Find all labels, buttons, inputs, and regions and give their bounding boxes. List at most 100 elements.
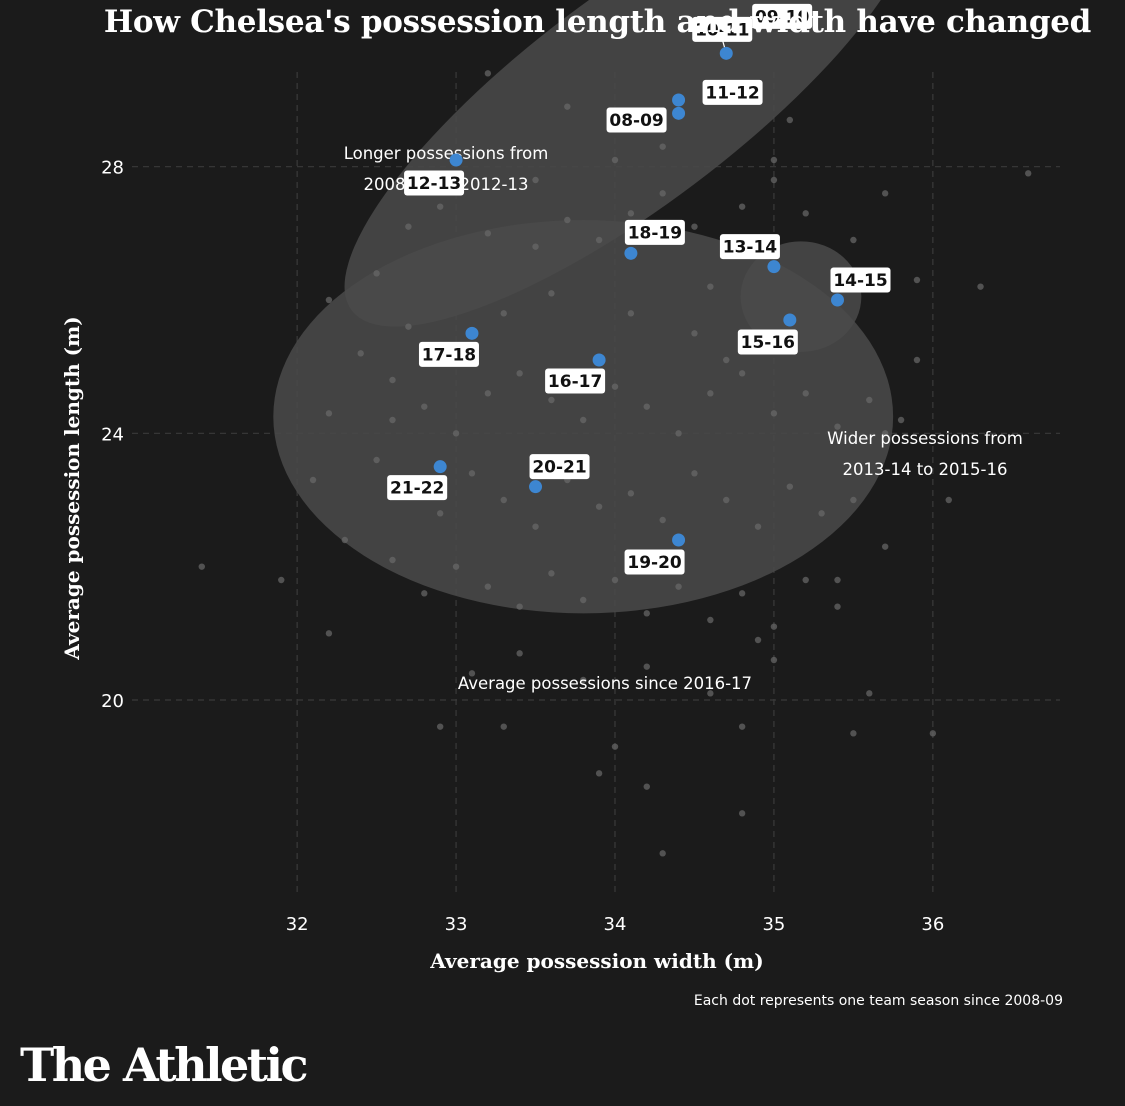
average-possessions-region: [273, 219, 894, 614]
team-season-dot: [643, 403, 650, 410]
annotation-text: Wider possessions from: [827, 429, 1023, 448]
team-season-dot: [707, 390, 714, 397]
team-season-dot: [389, 416, 396, 424]
season-label: 11-12: [705, 83, 759, 103]
team-season-dot: [691, 470, 698, 477]
team-season-dot: [738, 810, 746, 817]
season-label-box: [692, 16, 753, 42]
team-season-dot: [548, 290, 555, 297]
team-season-dot: [659, 516, 666, 524]
team-season-dot: [770, 656, 778, 664]
team-season-dot: [850, 496, 857, 504]
team-season-dot: [389, 376, 396, 384]
team-season-dot: [707, 283, 714, 290]
chelsea-season-dot: [719, 46, 733, 60]
season-label-box: [737, 329, 798, 355]
chelsea-season-dot: [783, 313, 797, 327]
chelsea-season-dot: [433, 460, 447, 474]
team-season-dot: [802, 576, 809, 584]
y-tick-label: 24: [101, 424, 124, 445]
season-label-box: [545, 368, 606, 394]
team-season-dot: [675, 583, 682, 590]
team-season-dot: [770, 623, 778, 630]
season-label-box: [830, 267, 891, 293]
chelsea-season-dot: [449, 153, 463, 167]
team-season-dot: [738, 723, 746, 730]
team-season-dot: [500, 496, 507, 504]
region-ellipses: [273, 0, 918, 614]
team-season-dot: [770, 156, 778, 164]
team-season-dot: [532, 176, 539, 184]
season-label-box: [418, 341, 479, 367]
team-season-dot: [436, 203, 444, 210]
team-season-dot: [484, 230, 492, 237]
team-season-dot: [532, 523, 539, 530]
team-season-dot: [691, 223, 698, 230]
chelsea-season-dot: [624, 246, 638, 260]
team-season-dot: [357, 350, 364, 357]
season-label-box: [719, 234, 780, 260]
team-season-dot: [802, 210, 809, 217]
annotation-text: 2013-14 to 2015-16: [843, 460, 1008, 479]
team-season-dot: [484, 583, 492, 590]
team-season-dot: [659, 190, 666, 197]
team-season-dot: [516, 650, 523, 657]
chelsea-season-dot: [831, 293, 844, 307]
season-label: 09-10: [755, 7, 810, 27]
x-tick-label: 34: [604, 914, 627, 935]
team-season-dot: [468, 670, 476, 677]
team-season-dot: [818, 510, 825, 517]
team-season-dot: [325, 410, 333, 417]
chelsea-season-dots: 08-09 09-10 10-11 11-12 12-13 13-14 14-15 15-16…: [387, 3, 891, 575]
team-season-dot: [945, 496, 952, 504]
team-season-dot: [929, 730, 937, 737]
team-season-dot: [834, 603, 841, 610]
team-season-dot: [373, 456, 380, 464]
team-season-dot: [866, 690, 873, 697]
team-season-dot: [484, 70, 492, 77]
team-season-dot: [770, 410, 778, 417]
team-season-dot: [436, 723, 444, 730]
season-label-box: [752, 3, 813, 29]
team-season-dot: [881, 543, 889, 550]
team-season-dot: [484, 390, 492, 397]
season-label-box: [529, 454, 590, 480]
team-season-dot: [421, 403, 428, 410]
team-season-dot: [468, 470, 476, 477]
season-label-box: [404, 170, 465, 196]
axis-ticks: 32 33 34 35 36 20 24 28: [101, 158, 944, 935]
season-label: 13-14: [723, 238, 778, 258]
team-season-dot: [611, 156, 619, 164]
team-season-dot: [659, 850, 666, 857]
chelsea-season-dot: [465, 326, 479, 340]
team-season-dot: [723, 496, 730, 504]
team-season-dot: [786, 483, 794, 490]
season-label-box: [387, 475, 448, 501]
team-season-dot: [723, 356, 730, 364]
team-season-dot: [500, 723, 507, 730]
chelsea-season-dot: [672, 533, 686, 547]
team-season-dot: [897, 416, 905, 424]
team-season-dot: [325, 630, 333, 637]
team-season-dot: [436, 510, 444, 517]
team-season-dot: [738, 590, 746, 597]
x-axis-title: Average possession width (m): [429, 949, 763, 973]
team-season-dot: [913, 276, 921, 284]
team-season-dot: [643, 610, 650, 617]
team-season-dot: [881, 190, 889, 197]
x-tick-label: 33: [445, 914, 468, 935]
team-season-dot: [850, 236, 857, 244]
team-season-dot: [452, 430, 460, 437]
team-season-dot: [595, 770, 603, 777]
team-season-dot: [802, 390, 809, 397]
team-season-dot: [548, 570, 555, 577]
team-season-dot: [548, 396, 555, 404]
team-season-dot: [452, 563, 460, 570]
team-season-dot: [405, 223, 412, 230]
team-season-dot: [627, 490, 635, 497]
annotation-text: Longer possessions from: [344, 144, 549, 163]
season-label: 16-17: [548, 372, 602, 392]
team-season-dot: [325, 296, 333, 304]
team-season-dot: [850, 730, 857, 737]
the-athletic-logo: The Athletic: [20, 1038, 309, 1092]
